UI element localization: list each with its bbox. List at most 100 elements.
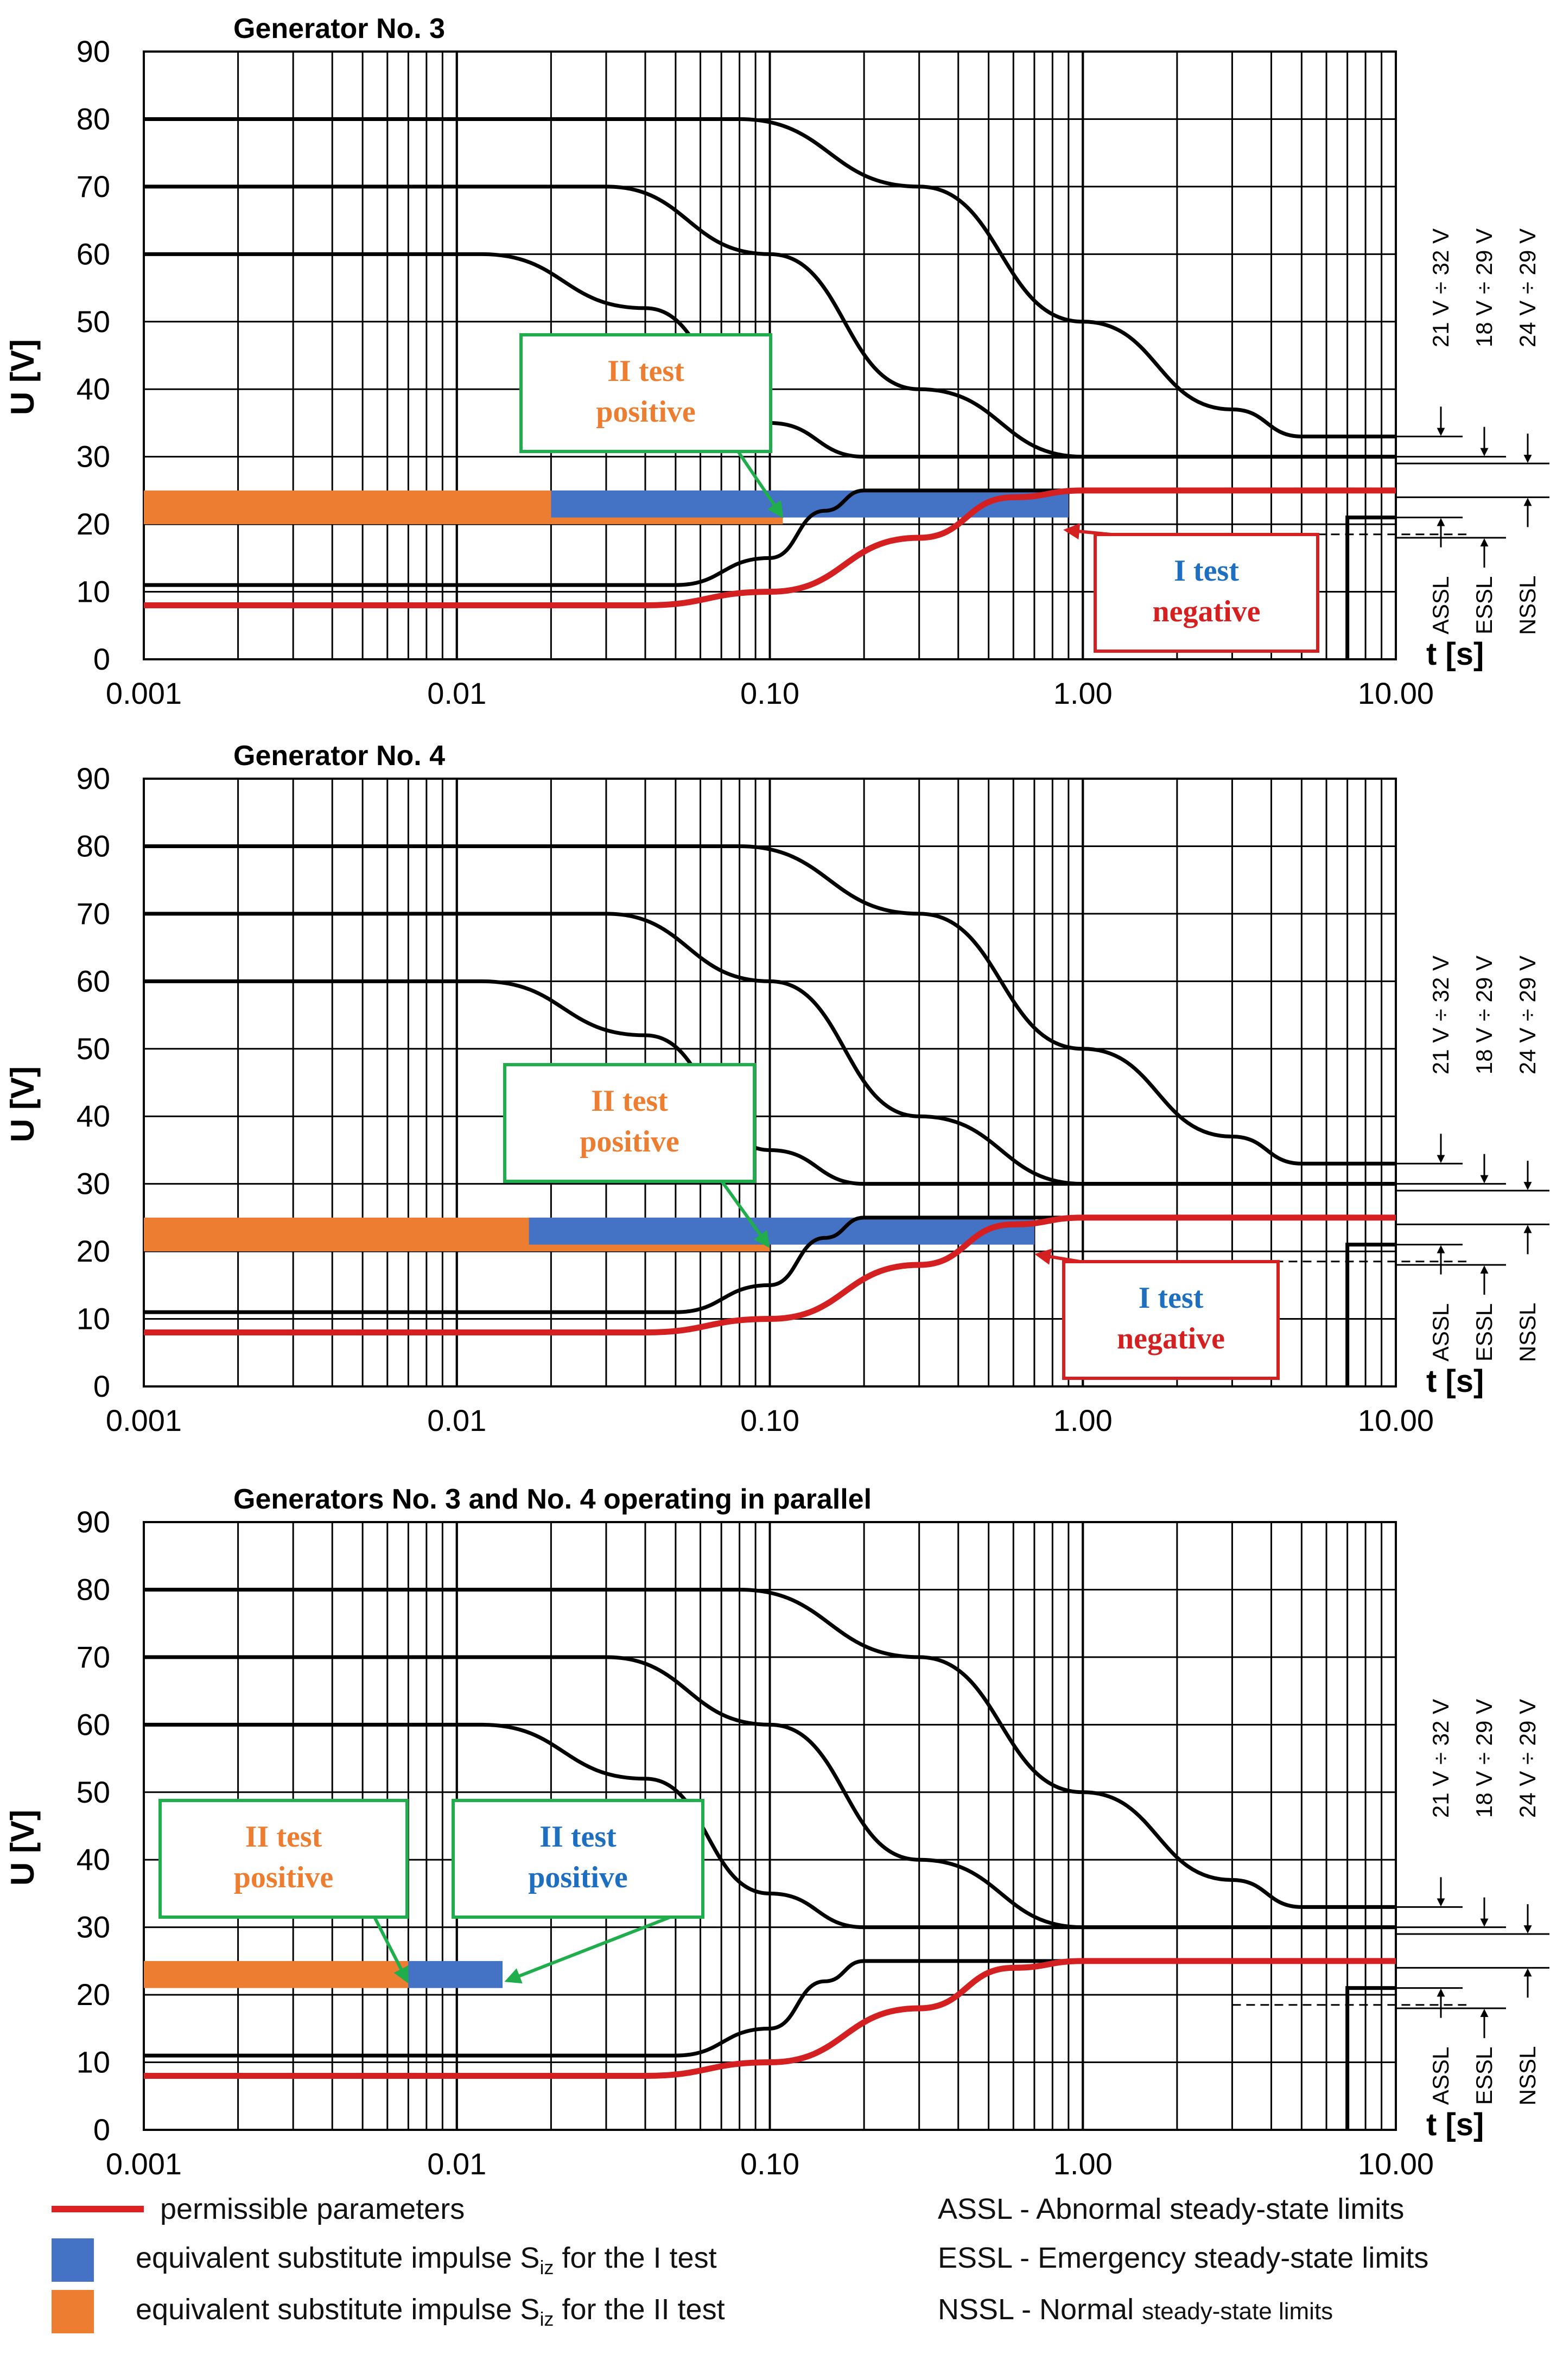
y-tick-label: 30 [77, 1910, 110, 1944]
y-tick-label: 40 [77, 1099, 110, 1133]
y-tick-label: 80 [77, 829, 110, 863]
chart-3: 0 10 20 30 40 50 60 70 80 90 0.001 0.01 0.10 1.00 10.0… [4, 1484, 1549, 2181]
callout-arrow [736, 450, 784, 518]
callout-line-2: negative [1117, 1322, 1225, 1356]
x-tick-label: 0.01 [427, 1403, 486, 1437]
impulse-I-test [529, 1217, 1034, 1245]
envelope-curve [144, 844, 1396, 1166]
legend: permissible parameters equivalent substi… [0, 2192, 1563, 2377]
callout-arrow [720, 1180, 770, 1248]
steady-state-limits: 21 V ÷ 32 V 18 V ÷ 29 V 24 V ÷ 29 V ASSL ESS… [1396, 956, 1549, 1362]
envelope-curve [144, 117, 1396, 438]
y-tick-label: 80 [77, 101, 110, 136]
callout-line-1: II test [245, 1820, 322, 1854]
callout-arrow [504, 1916, 671, 1984]
limit-name-label: NSSL [1515, 1303, 1540, 1363]
annotation-callout: I test negative [1034, 1249, 1280, 1380]
limit-range-label: 24 V ÷ 29 V [1515, 1699, 1540, 1818]
permissible-parameters-line [144, 487, 1396, 608]
limit-range-label: 18 V ÷ 29 V [1471, 1699, 1497, 1818]
y-tick-label: 50 [77, 1032, 110, 1066]
callout-line-1: II test [607, 354, 684, 388]
x-tick-label: 0.001 [106, 676, 182, 710]
y-tick-label: 0 [93, 2112, 110, 2147]
callout-box [452, 1799, 704, 1919]
legend-permissible-swatch [52, 2206, 144, 2212]
y-tick-label: 60 [77, 237, 110, 271]
callout-line-1: I test [1139, 1281, 1204, 1315]
limit-name-label: NSSL [1515, 2046, 1540, 2106]
legend-impulse-I-swatch [52, 2238, 94, 2282]
y-tick-label: 10 [77, 1302, 110, 1336]
callout-arrow [373, 1916, 409, 1984]
y-tick-label: 20 [77, 1977, 110, 2012]
annotation-callout: II test positive [503, 1063, 770, 1248]
x-tick-label: 1.00 [1053, 676, 1113, 710]
y-tick-label: 60 [77, 1707, 110, 1741]
impulse-I-test [408, 1961, 503, 1988]
callout-arrow [1034, 1249, 1081, 1265]
callout-line-2: positive [580, 1125, 679, 1159]
steady-state-limits: 21 V ÷ 32 V 18 V ÷ 29 V 24 V ÷ 29 V ASSL ESS… [1396, 1699, 1549, 2105]
callout-arrow [1063, 523, 1112, 540]
limit-range-label: 18 V ÷ 29 V [1471, 228, 1497, 347]
x-tick-label: 0.10 [740, 676, 799, 710]
x-axis-label: t [s] [1426, 1364, 1484, 1399]
limit-range-label: 18 V ÷ 29 V [1471, 956, 1497, 1074]
callout-box [158, 1799, 409, 1919]
y-tick-label: 0 [93, 1369, 110, 1403]
limit-range-label: 21 V ÷ 32 V [1428, 956, 1453, 1074]
x-axis-label: t [s] [1426, 637, 1484, 672]
limit-name-label: ASSL [1428, 576, 1453, 634]
legend-impulse-I-label: equivalent substitute impulse Siz for th… [136, 2242, 717, 2279]
step-marker [1345, 516, 1396, 659]
y-tick-label: 50 [77, 1775, 110, 1809]
y-tick-label: 70 [77, 896, 110, 931]
step-marker [1345, 1986, 1396, 2130]
x-tick-label: 0.001 [106, 1403, 182, 1437]
plot-frame [143, 1521, 1397, 2131]
permissible-parameters-line [144, 1214, 1396, 1335]
y-tick-label: 20 [77, 1234, 110, 1268]
annotation-callout: II test positive [158, 1799, 409, 1984]
callout-box [1062, 1260, 1280, 1380]
y-tick-label: 70 [77, 1640, 110, 1674]
chart-title: Generators No. 3 and No. 4 operating in … [233, 1484, 872, 1515]
annotation-callout: II test positive [519, 333, 784, 518]
x-tick-label: 0.001 [106, 2147, 182, 2181]
x-tick-label: 1.00 [1053, 1403, 1113, 1437]
y-tick-label: 20 [77, 507, 110, 541]
envelope-curve [143, 1722, 1396, 1930]
limit-range-label: 21 V ÷ 32 V [1428, 1699, 1453, 1818]
impulse-II-test [144, 1961, 409, 1988]
legend-nssl: NSSL - Normal steady-state limits [938, 2293, 1333, 2326]
chart-1: 0 10 20 30 40 50 60 70 80 90 0.001 0.01 0.10 1.00 10.0… [4, 13, 1549, 710]
callout-box [503, 1063, 756, 1183]
limit-range-label: 21 V ÷ 32 V [1428, 228, 1453, 347]
legend-impulse-II-swatch [52, 2290, 94, 2333]
y-axis-label: U [V] [4, 1066, 41, 1142]
envelope-curve [144, 1587, 1396, 1909]
legend-permissible-label: permissible parameters [160, 2193, 465, 2225]
limit-name-label: ESSL [1471, 576, 1497, 634]
y-tick-label: 90 [77, 34, 110, 68]
y-tick-label: 50 [77, 304, 110, 339]
callout-line-2: negative [1152, 595, 1260, 628]
y-tick-label: 90 [77, 1505, 110, 1539]
x-axis-label: t [s] [1426, 2107, 1484, 2142]
callout-line-1: II test [539, 1820, 617, 1854]
y-tick-label: 40 [77, 1842, 110, 1876]
limit-name-label: NSSL [1515, 576, 1540, 635]
legend-assl: ASSL - Abnormal steady-state limits [938, 2193, 1405, 2225]
x-tick-label: 0.01 [427, 2147, 486, 2181]
limit-name-label: ASSL [1428, 1303, 1453, 1361]
plot-frame [143, 50, 1397, 660]
step-marker [1345, 1243, 1396, 1386]
x-tick-label: 0.10 [740, 1403, 799, 1437]
legend-impulse-II: equivalent substitute impulse Siz for th… [27, 2290, 725, 2333]
x-tick-label: 1.00 [1053, 2147, 1113, 2181]
y-tick-label: 60 [77, 964, 110, 998]
x-tick-label: 10.00 [1358, 2147, 1434, 2181]
limit-name-label: ESSL [1471, 1303, 1497, 1361]
